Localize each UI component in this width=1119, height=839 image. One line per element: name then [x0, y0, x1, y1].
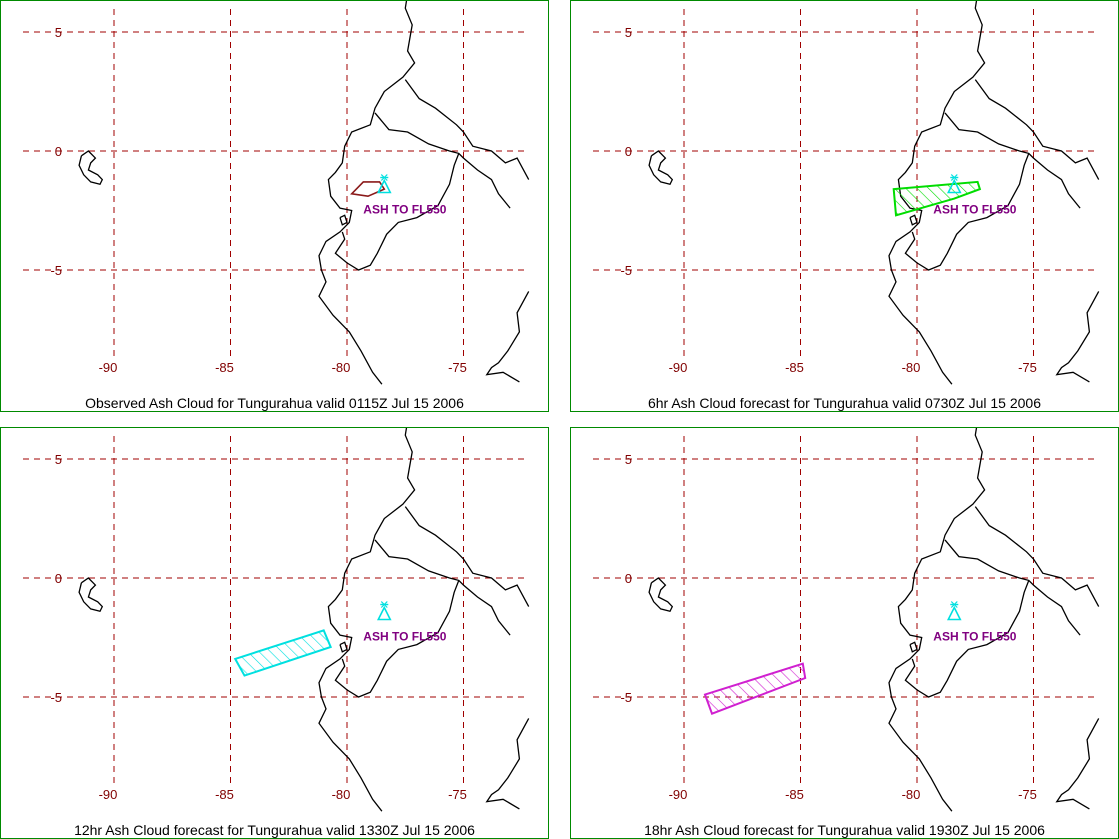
lon-tick-label: -80 — [902, 787, 921, 802]
puna-island — [909, 641, 918, 653]
panel-caption: 18hr Ash Cloud forecast for Tungurahua v… — [644, 822, 1045, 838]
coastline — [904, 580, 1030, 698]
coastline — [374, 112, 511, 209]
coastline — [404, 79, 530, 180]
lon-tick-label: -85 — [215, 787, 234, 802]
coastline — [485, 718, 530, 810]
lat-tick-label: 0 — [625, 144, 632, 159]
coastline — [485, 291, 530, 383]
volcano-icon — [946, 174, 962, 194]
lon-tick-label: -85 — [785, 360, 804, 375]
puna-island — [339, 214, 348, 226]
galapagos-island — [648, 577, 674, 613]
lon-tick-label: -85 — [215, 360, 234, 375]
coastline — [1055, 291, 1100, 383]
coastline — [374, 539, 511, 636]
map-canvas: 5 0 -5 -90 -85 -80 -75 ASH TO FL550 — [593, 428, 1100, 812]
lat-tick-label: 0 — [625, 571, 632, 586]
galapagos-island — [648, 150, 674, 186]
lon-tick-label: -75 — [448, 787, 467, 802]
coastline — [944, 112, 1081, 209]
puna-island — [339, 641, 348, 653]
ash-cloud-area — [233, 629, 333, 677]
lat-tick-label: -5 — [50, 263, 62, 278]
lon-tick-label: -90 — [669, 360, 688, 375]
lon-tick-label: -80 — [332, 787, 351, 802]
coastline — [334, 580, 460, 698]
lon-tick-label: -90 — [99, 360, 118, 375]
volcano-icon — [376, 601, 392, 621]
lon-tick-label: -75 — [448, 360, 467, 375]
panel-18hr: 5 0 -5 -90 -85 -80 -75 ASH TO FL550 18hr Ash Cl… — [570, 427, 1119, 839]
coastline — [404, 506, 530, 607]
lat-tick-label: 5 — [55, 25, 62, 40]
ash-cloud-area — [703, 662, 807, 715]
lon-tick-label: -75 — [1018, 787, 1037, 802]
lat-tick-label: -5 — [50, 690, 62, 705]
galapagos-island — [78, 577, 104, 613]
lat-tick-label: -5 — [620, 263, 632, 278]
lat-tick-label: 0 — [55, 571, 62, 586]
coastline — [318, 1, 416, 385]
lat-tick-label: 0 — [55, 144, 62, 159]
lat-tick-label: 5 — [625, 452, 632, 467]
map-canvas: 5 0 -5 -90 -85 -80 -75 ASH TO FL550 — [23, 1, 530, 385]
coastline — [318, 428, 416, 812]
galapagos-island — [78, 150, 104, 186]
panel-caption: Observed Ash Cloud for Tungurahua valid … — [85, 395, 464, 411]
lat-tick-label: -5 — [620, 690, 632, 705]
lat-tick-label: 5 — [625, 25, 632, 40]
panel-observed: 5 0 -5 -90 -85 -80 -75 ASH TO FL550 Observed As… — [0, 0, 549, 412]
lon-tick-label: -85 — [785, 787, 804, 802]
ash-annotation: ASH TO FL550 — [933, 629, 1016, 643]
panel-12hr: 5 0 -5 -90 -85 -80 -75 ASH TO FL550 12hr Ash Cl… — [0, 427, 549, 839]
panel-caption: 12hr Ash Cloud forecast for Tungurahua v… — [74, 822, 475, 838]
puna-island — [909, 214, 918, 226]
coastline — [944, 539, 1081, 636]
lon-tick-label: -80 — [902, 360, 921, 375]
coastline — [334, 153, 460, 271]
ash-annotation: ASH TO FL550 — [933, 202, 1016, 216]
lon-tick-label: -90 — [99, 787, 118, 802]
coastline — [888, 1, 986, 385]
lat-tick-label: 5 — [55, 452, 62, 467]
ash-annotation: ASH TO FL550 — [363, 202, 446, 216]
volcano-icon — [376, 174, 392, 194]
map-canvas: 5 0 -5 -90 -85 -80 -75 ASH TO FL550 — [593, 1, 1100, 385]
lon-tick-label: -75 — [1018, 360, 1037, 375]
coastline — [1055, 718, 1100, 810]
ash-annotation: ASH TO FL550 — [363, 629, 446, 643]
panel-caption: 6hr Ash Cloud forecast for Tungurahua va… — [647, 395, 1042, 411]
coastline — [888, 428, 986, 812]
coastline — [974, 79, 1100, 180]
panel-6hr: 5 0 -5 -90 -85 -80 -75 ASH TO FL550 6hr Ash Clo… — [570, 0, 1119, 412]
lon-tick-label: -90 — [669, 787, 688, 802]
volcano-icon — [946, 601, 962, 621]
coastline — [974, 506, 1100, 607]
map-canvas: 5 0 -5 -90 -85 -80 -75 ASH TO FL550 — [23, 428, 530, 812]
lon-tick-label: -80 — [332, 360, 351, 375]
coastline — [904, 153, 1030, 271]
